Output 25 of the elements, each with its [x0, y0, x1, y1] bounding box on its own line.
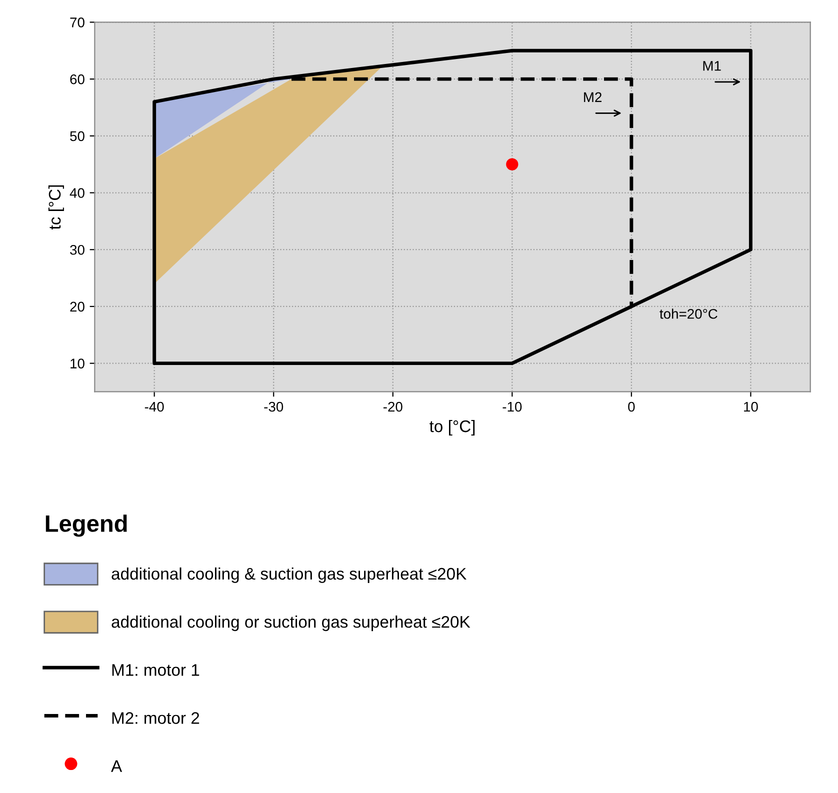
y-tick-label: 40	[70, 188, 84, 198]
legend-label: M1: motor 1	[112, 664, 200, 676]
legend-label: A	[111, 760, 122, 772]
y-tick-label: 50	[70, 131, 84, 142]
legend-label: additional cooling & suction gas superheat ≤20K	[112, 567, 466, 583]
legend-title: Legend	[46, 514, 127, 537]
line-series	[152, 48, 752, 366]
y-tick-label: 10	[70, 358, 84, 368]
x-tick-label: -10	[502, 402, 522, 412]
x-axis-title: to [°C]	[430, 420, 475, 436]
annotation: toh=20°C	[660, 308, 718, 319]
x-tick-label: -40	[144, 402, 164, 412]
y-tick-label: 30	[70, 244, 84, 255]
legend-label: additional cooling or suction gas superheat ≤20K	[112, 616, 470, 632]
annotation: M2	[584, 92, 602, 102]
x-tick-label: 10	[744, 402, 758, 412]
x-tick-label: -20	[383, 402, 402, 412]
y-tick-label: 20	[70, 302, 84, 312]
y-tick-label: 60	[70, 74, 84, 84]
annotation: M1	[703, 61, 721, 71]
legend-label: M2: motor 2	[112, 712, 200, 724]
y-axis-title: tc [°C]	[48, 185, 64, 230]
x-tick-label: -30	[264, 402, 284, 412]
y-tick-label: 70	[70, 18, 84, 28]
x-tick-label: 0	[628, 402, 635, 412]
